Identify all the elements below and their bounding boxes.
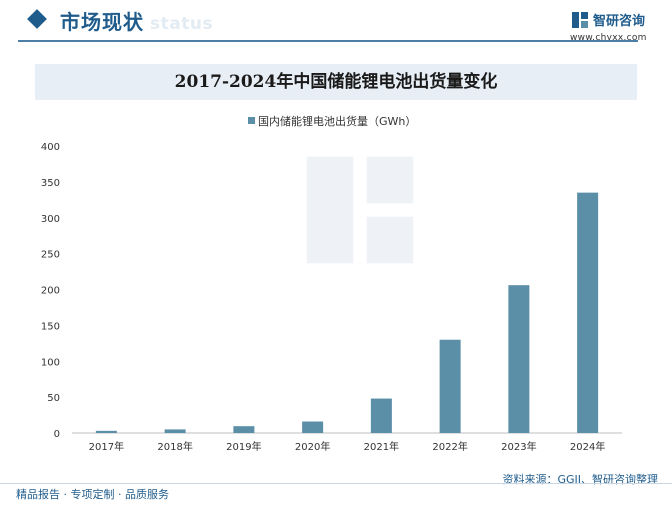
y-tick-label: 0 xyxy=(54,429,60,440)
y-tick-label: 100 xyxy=(41,357,60,368)
x-tick-label: 2024年 xyxy=(570,440,605,453)
x-tick-label: 2020年 xyxy=(295,440,330,453)
chart-title-band: 2017-2024年中国储能锂电池出货量变化 xyxy=(35,64,637,100)
footer-divider xyxy=(0,483,672,484)
section-title: 市场现状 xyxy=(60,10,144,34)
header-divider xyxy=(18,40,638,42)
x-tick-label: 2019年 xyxy=(226,440,261,453)
section-ghost-text: status xyxy=(150,14,214,34)
bar xyxy=(508,285,530,433)
y-tick-label: 350 xyxy=(41,178,60,189)
bar xyxy=(233,426,255,433)
y-tick-label: 50 xyxy=(47,393,60,404)
chart-title: 2017-2024年中国储能锂电池出货量变化 xyxy=(174,72,498,92)
y-tick-label: 250 xyxy=(41,250,60,261)
bar xyxy=(439,339,461,433)
bar xyxy=(302,421,324,433)
source-note: 资料来源：GGII、智研咨询整理 xyxy=(502,473,658,486)
x-tick-label: 2023年 xyxy=(501,440,536,453)
brand-logo-icon xyxy=(572,12,588,28)
brand-name: 智研咨询 xyxy=(593,14,646,29)
legend-label: 国内储能锂电池出货量（GWh） xyxy=(258,114,416,128)
y-tick-label: 400 xyxy=(41,142,60,153)
legend-swatch xyxy=(248,117,255,124)
y-tick-label: 150 xyxy=(41,321,60,332)
bar xyxy=(577,192,599,433)
brand-url: www.chyxx.com xyxy=(570,33,647,43)
y-tick-label: 200 xyxy=(41,286,60,297)
footer-tagline: 精品报告 · 专项定制 · 品质服务 xyxy=(16,488,169,501)
bar xyxy=(164,429,186,433)
y-tick-label: 300 xyxy=(41,214,60,225)
bar xyxy=(370,398,392,433)
x-tick-label: 2022年 xyxy=(432,440,467,453)
x-tick-label: 2018年 xyxy=(157,440,192,453)
x-tick-label: 2021年 xyxy=(364,440,399,453)
bar xyxy=(95,430,117,433)
report-header: status 市场现状 智研咨询 www.chyxx.com xyxy=(0,0,672,46)
x-tick-label: 2017年 xyxy=(89,440,124,453)
